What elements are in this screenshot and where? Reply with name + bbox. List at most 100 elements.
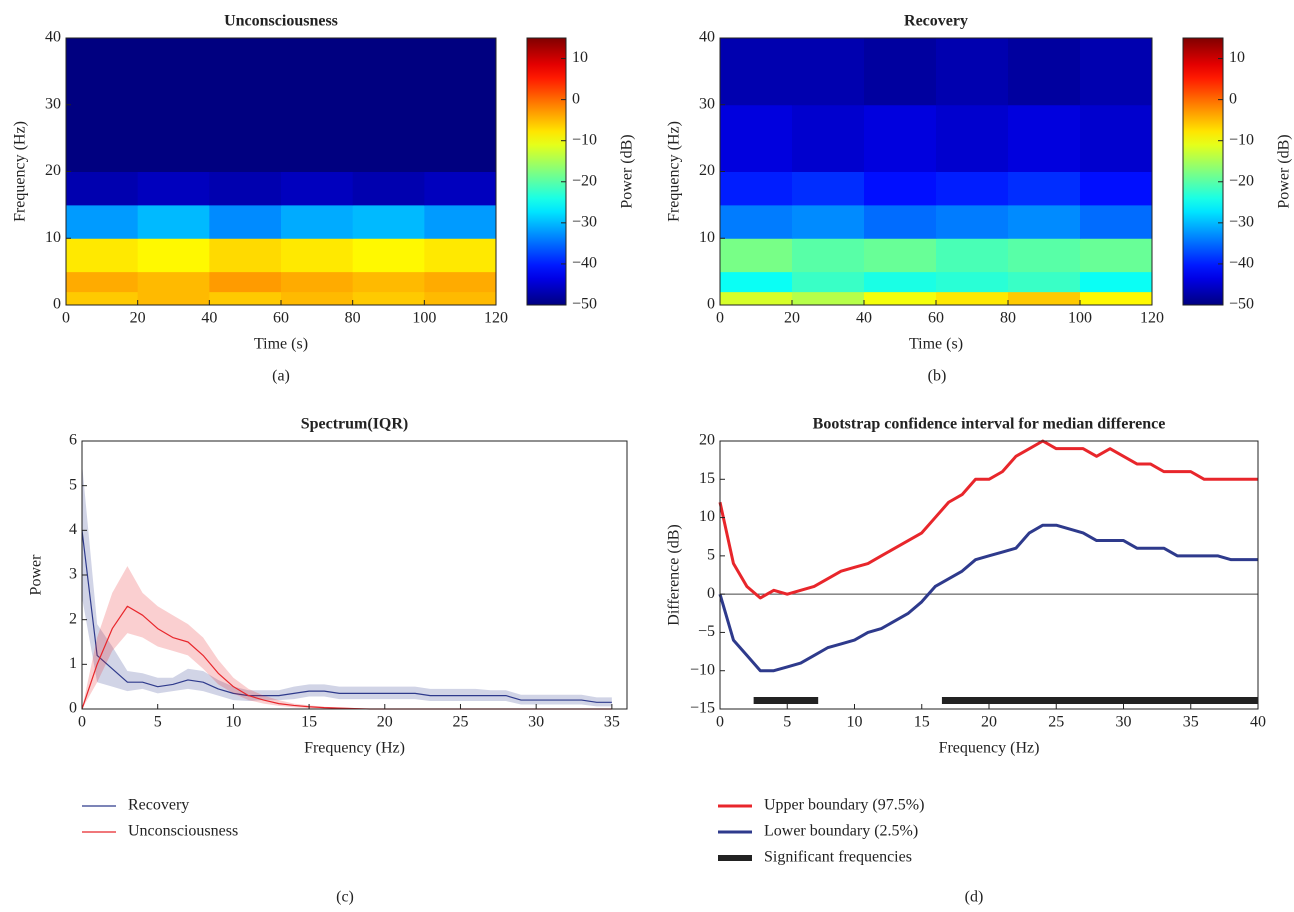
- heatmap-cell: [1008, 38, 1081, 106]
- heatmap-cell: [1080, 38, 1153, 106]
- x-tick-label: 60: [928, 310, 944, 327]
- heatmap-cell: [1080, 291, 1153, 306]
- heatmap-cell: [281, 38, 354, 106]
- significant-band: [753, 697, 819, 704]
- x-tick-label: 35: [1183, 714, 1199, 731]
- plot-frame: [81, 440, 628, 710]
- x-tick-label: 15: [301, 714, 317, 731]
- plot-frame: [719, 37, 1153, 306]
- heatmap-cell: [936, 38, 1009, 106]
- heatmap-cell: [209, 38, 282, 106]
- y-tick-label: 20: [699, 162, 715, 179]
- heatmap-cell: [137, 271, 210, 293]
- colorbar-label: Power (dB): [1276, 134, 1293, 208]
- heatmap-cell: [1080, 238, 1153, 273]
- heatmap-cell: [936, 171, 1009, 206]
- plot-frame: [65, 37, 497, 306]
- heatmap-cell: [209, 204, 282, 239]
- heatmap-cell: [137, 291, 210, 306]
- heatmap-cell: [352, 291, 425, 306]
- heatmap-cell: [864, 38, 937, 106]
- heatmap-cell: [720, 271, 793, 293]
- heatmap-cell: [352, 271, 425, 293]
- x-tick-label: 40: [201, 310, 217, 327]
- x-axis-label: Time (s): [909, 336, 963, 353]
- heatmap-cell: [1080, 171, 1153, 206]
- colorbar-tick-label: −10: [572, 131, 597, 148]
- heatmap-cell: [792, 104, 865, 172]
- heatmap-cell: [792, 291, 865, 306]
- heatmap-cell: [1080, 204, 1153, 239]
- heatmap-cell: [864, 291, 937, 306]
- heatmap-cell: [281, 271, 354, 293]
- y-tick-label: 4: [69, 521, 77, 538]
- heatmap-cell: [209, 171, 282, 206]
- heatmap-cell: [424, 271, 497, 293]
- significant-band: [941, 697, 1258, 704]
- heatmap-cell: [209, 104, 282, 172]
- panel-label: (b): [928, 368, 947, 385]
- x-tick-label: 40: [1250, 714, 1266, 731]
- heatmap-cell: [281, 171, 354, 206]
- x-tick-label: 0: [62, 310, 70, 327]
- colorbar-tick-label: −40: [1229, 255, 1254, 272]
- heatmap-cell: [720, 171, 793, 206]
- x-tick-label: 5: [783, 714, 791, 731]
- x-tick-label: 30: [1116, 714, 1132, 731]
- legend-label: Unconsciousness: [128, 823, 238, 840]
- y-tick-label: 30: [699, 95, 715, 112]
- panel-label: (a): [272, 368, 290, 385]
- legend-label: Significant frequencies: [764, 849, 912, 866]
- y-tick-label: 20: [45, 162, 61, 179]
- heatmap-cell: [864, 171, 937, 206]
- heatmap-cell: [720, 204, 793, 239]
- x-tick-label: 25: [452, 714, 468, 731]
- heatmap-cell: [281, 291, 354, 306]
- y-tick-label: 6: [69, 432, 77, 449]
- y-tick-label: 0: [707, 585, 715, 602]
- plot-frame: [719, 440, 1259, 710]
- x-tick-label: 0: [78, 714, 86, 731]
- x-tick-label: 15: [914, 714, 930, 731]
- series-line: [718, 439, 1258, 600]
- y-tick-label: 15: [699, 470, 715, 487]
- heatmap-cell: [209, 291, 282, 306]
- heatmap-cell: [1080, 271, 1153, 293]
- heatmap-cell: [720, 291, 793, 306]
- y-tick-label: 5: [69, 476, 77, 493]
- heatmap-cell: [66, 171, 139, 206]
- panel-label: (c): [336, 889, 354, 906]
- y-tick-label: 0: [53, 296, 61, 313]
- heatmap-cell: [792, 171, 865, 206]
- heatmap-cell: [281, 104, 354, 172]
- y-tick-label: 2: [69, 610, 77, 627]
- y-axis-label: Power: [28, 554, 45, 596]
- legend-label: Upper boundary (97.5%): [764, 797, 924, 814]
- heatmap-cell: [137, 38, 210, 106]
- x-tick-label: 20: [377, 714, 393, 731]
- y-tick-label: −10: [690, 661, 715, 678]
- iqr-band: [82, 566, 612, 709]
- heatmap-cell: [66, 204, 139, 239]
- heatmap-cell: [424, 238, 497, 273]
- x-axis-label: Frequency (Hz): [939, 740, 1040, 757]
- colorbar-tick-label: 0: [572, 90, 580, 107]
- x-tick-label: 40: [856, 310, 872, 327]
- heatmap-cell: [352, 204, 425, 239]
- heatmap-cell: [66, 271, 139, 293]
- heatmap-cell: [66, 38, 139, 106]
- x-tick-label: 20: [981, 714, 997, 731]
- heatmap-cell: [936, 104, 1009, 172]
- heatmap-cell: [864, 238, 937, 273]
- y-axis-label: Difference (dB): [666, 524, 683, 625]
- heatmap-cell: [424, 38, 497, 106]
- colorbar-label: Power (dB): [619, 134, 636, 208]
- x-axis-label: Time (s): [254, 336, 308, 353]
- heatmap-cell: [209, 238, 282, 273]
- y-tick-label: 10: [699, 229, 715, 246]
- legend-label: Recovery: [128, 797, 189, 814]
- heatmap-cell: [1008, 238, 1081, 273]
- heatmap-cell: [1008, 171, 1081, 206]
- heatmap-cell: [864, 271, 937, 293]
- chart-title: Bootstrap confidence interval for median…: [813, 416, 1166, 433]
